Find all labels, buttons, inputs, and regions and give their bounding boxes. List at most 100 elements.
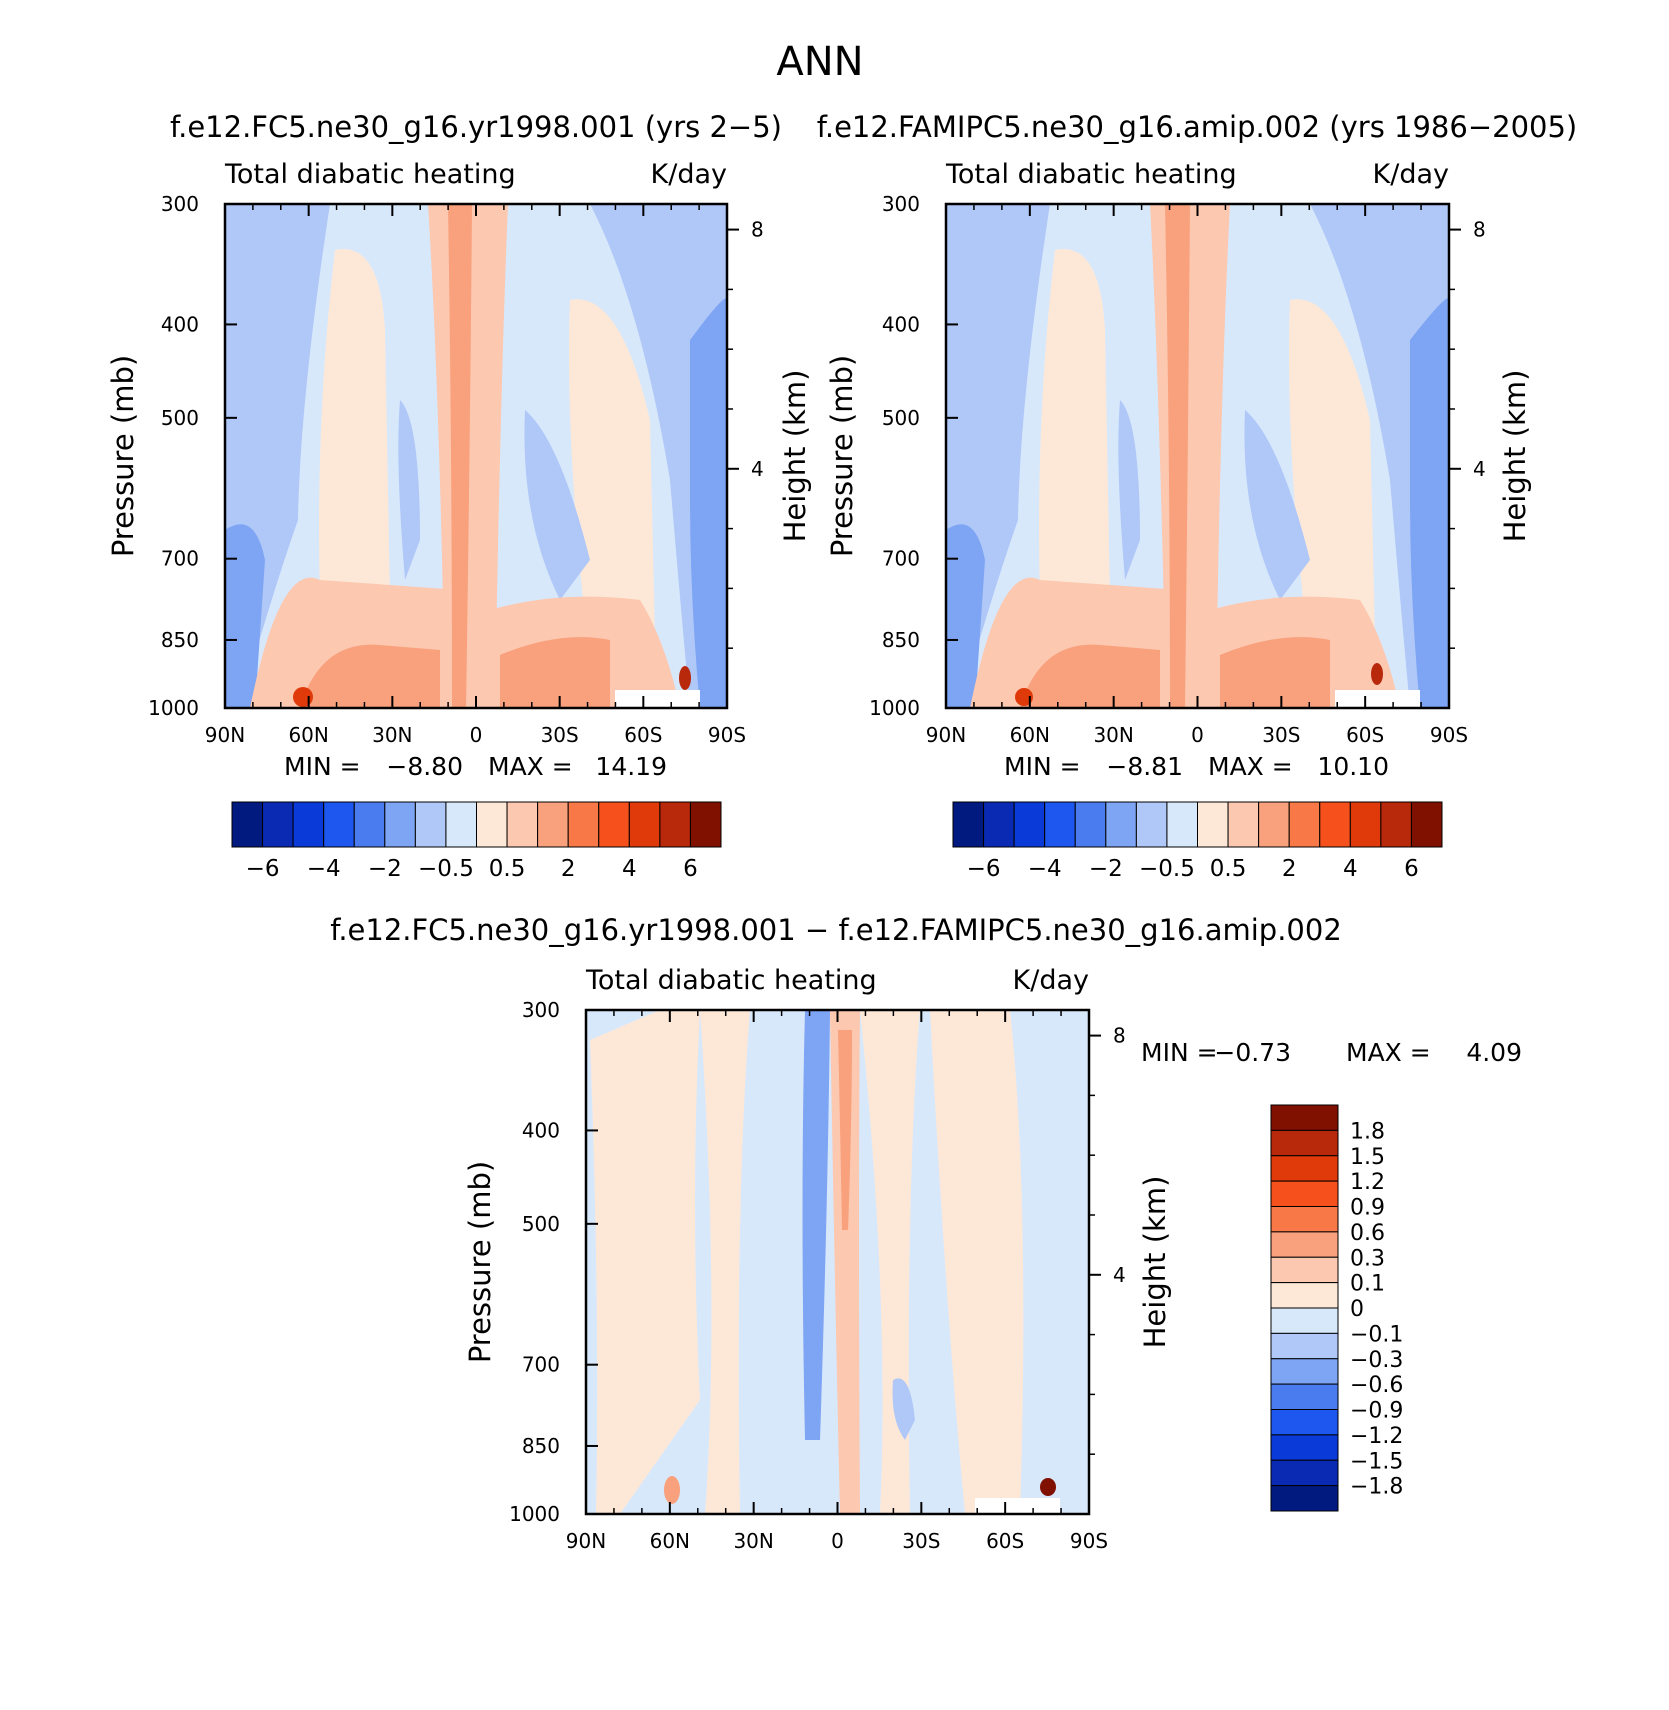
height-tick-label: 8 xyxy=(1473,218,1486,242)
x-tick-label: 90S xyxy=(1430,723,1468,747)
y-tick-label: 850 xyxy=(161,628,199,652)
y-tick-label: 300 xyxy=(161,192,199,216)
panel-2-y-ticks: 300 400 500 700 850 1000 xyxy=(869,192,958,720)
x-tick-label: 30S xyxy=(1262,723,1300,747)
field-hotspot-south xyxy=(1371,663,1383,685)
x-tick-label: 90S xyxy=(1070,1529,1108,1553)
panel-3-ylabel-right: Height (km) xyxy=(1138,1176,1172,1349)
panel-3-heatmap xyxy=(586,1010,1089,1514)
colorbar-label: −6 xyxy=(246,856,280,882)
colorbar-label: 6 xyxy=(1404,856,1419,882)
colorbar-label: 0.3 xyxy=(1350,1246,1385,1271)
x-tick-label: 0 xyxy=(1191,723,1204,747)
panel-2-min-value: −8.81 xyxy=(1106,752,1183,781)
field-equatorial-warmer xyxy=(838,1030,852,1230)
field-north-trough xyxy=(398,400,420,580)
panel-2-max-value: 10.10 xyxy=(1317,752,1389,781)
colorbar-swatch xyxy=(1270,1180,1339,1207)
panel-2-height-ticks: 84 xyxy=(1449,218,1486,649)
colorbar-label: 6 xyxy=(683,856,698,882)
colorbar-swatch xyxy=(384,801,416,848)
height-tick-label: 4 xyxy=(1473,457,1486,481)
colorbar-swatch xyxy=(1319,801,1351,848)
field-north-warm-lobe xyxy=(319,249,390,600)
y-tick-label: 1000 xyxy=(509,1502,560,1526)
colorbar-swatch xyxy=(1270,1129,1339,1157)
colorbar-label: −1.2 xyxy=(1350,1424,1403,1449)
colorbar-swatch xyxy=(1270,1358,1339,1385)
colorbar-swatch xyxy=(445,801,477,848)
colorbar-label: −6 xyxy=(967,856,1001,882)
colorbar-swatch xyxy=(598,801,630,848)
colorbar-swatch xyxy=(262,801,294,848)
field-south-cool-patch xyxy=(892,1378,915,1440)
y-tick-label: 500 xyxy=(161,406,199,430)
panel-1-x-ticks: 90N 60N 30N 0 30S 60S 90S xyxy=(205,204,746,747)
colorbar-swatch xyxy=(1270,1434,1339,1461)
field-north-warm-lobe xyxy=(1039,249,1110,600)
x-tick-label: 0 xyxy=(470,723,483,747)
colorbar-swatch xyxy=(1270,1485,1339,1512)
colorbar-swatch xyxy=(1349,801,1382,848)
y-tick-label: 1000 xyxy=(148,696,199,720)
y-tick-label: 700 xyxy=(161,547,199,571)
panel-3-colorbar: 1.81.51.20.90.60.30.10−0.1−0.3−0.6−0.9−1… xyxy=(1270,1104,1403,1512)
field-hotspot xyxy=(1040,1478,1056,1496)
colorbar-swatch xyxy=(983,801,1015,848)
colorbar-label: 2 xyxy=(561,856,576,882)
height-tick-label: 8 xyxy=(751,218,764,242)
colorbar-label: 0 xyxy=(1350,1297,1364,1322)
colorbar-label: −2 xyxy=(1089,856,1123,882)
x-tick-label: 60N xyxy=(1010,723,1050,747)
colorbar-label: 2 xyxy=(1282,856,1297,882)
panel-2-max-label: MAX = xyxy=(1208,752,1293,781)
colorbar-swatch xyxy=(1270,1332,1339,1360)
y-tick-label: 300 xyxy=(522,998,560,1022)
panel-3-min-label: MIN = xyxy=(1141,1038,1218,1067)
panel-2-subtitle-right: K/day xyxy=(1373,159,1449,190)
field-equatorial-warm xyxy=(830,1010,860,1514)
colorbar-swatch xyxy=(1197,801,1229,848)
panel-3-max-label: MAX = xyxy=(1346,1038,1431,1067)
colorbar-label: −4 xyxy=(1028,856,1062,882)
field-hotspot-south xyxy=(679,666,691,690)
colorbar-swatch xyxy=(323,801,355,848)
field-bl-warmer-south xyxy=(1220,637,1330,708)
colorbar-swatch xyxy=(567,801,600,848)
colorbar-label: 0.1 xyxy=(1350,1272,1385,1297)
panel-1-max-label: MAX = xyxy=(488,752,573,781)
panel-3-height-ticks: 84 xyxy=(1089,1024,1126,1455)
colorbar-swatch xyxy=(1270,1206,1339,1233)
colorbar-swatch xyxy=(506,801,539,848)
field-south-warm-lobe xyxy=(569,299,655,640)
x-tick-label: 60N xyxy=(288,723,328,747)
panel-1-subtitle-right: K/day xyxy=(651,159,727,190)
panel-1-min-value: −8.80 xyxy=(386,752,463,781)
panel-2-x-ticks: 90N 60N 30N 0 30S 60S 90S xyxy=(926,204,1468,747)
colorbar-swatch xyxy=(1270,1282,1339,1309)
colorbar-label: 1.5 xyxy=(1350,1145,1385,1170)
panel-1-colorbar: −6 −4 −2 −0.5 0.5 2 4 6 xyxy=(231,801,722,882)
colorbar-label: 0.9 xyxy=(1350,1196,1385,1221)
colorbar-swatch xyxy=(689,801,722,848)
colorbar-label: 1.2 xyxy=(1350,1170,1385,1195)
field-bl-warmer xyxy=(1020,644,1160,708)
y-tick-label: 1000 xyxy=(869,696,920,720)
colorbar-swatch xyxy=(628,801,661,848)
field-missing xyxy=(615,690,700,708)
colorbar-swatch xyxy=(414,801,447,848)
colorbar-swatch xyxy=(1270,1409,1339,1436)
height-tick-label: 8 xyxy=(1113,1024,1126,1048)
height-tick-label: 4 xyxy=(1113,1263,1126,1287)
colorbar-swatch xyxy=(952,801,985,848)
x-tick-label: 60S xyxy=(986,1529,1024,1553)
field-hotspot-north xyxy=(1015,688,1033,706)
colorbar-swatch xyxy=(1227,801,1260,848)
panel-3-title: f.e12.FC5.ne30_g16.yr1998.001 − f.e12.FA… xyxy=(330,913,1342,947)
field-equatorial-cool xyxy=(802,1010,830,1440)
field-bl-warmer-south xyxy=(500,637,610,708)
colorbar-swatch xyxy=(292,801,325,848)
x-tick-label: 90N xyxy=(566,1529,606,1553)
panel-1-min-label: MIN = xyxy=(284,752,361,781)
panel-2-colorbar: −6 −4 −2 −0.5 0.5 2 4 6 xyxy=(952,801,1443,882)
